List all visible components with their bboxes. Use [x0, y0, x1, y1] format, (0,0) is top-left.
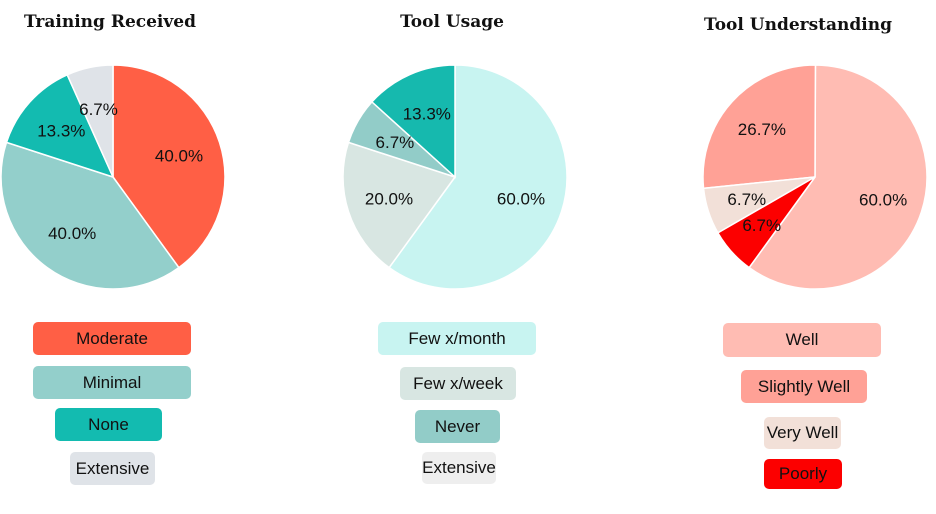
chart-title: Tool Usage	[400, 12, 504, 32]
pie-slice-none	[5, 73, 115, 179]
pie-chart-tool-usage: Tool Usage 60.0% 20.0% 6.7% 13.3%	[342, 12, 568, 290]
legend-item-slightly-well: Slightly Well	[741, 370, 867, 403]
pie-slice-well	[748, 64, 928, 290]
legend-item-moderate: Moderate	[33, 322, 191, 355]
pie-slice-slightly-well	[702, 64, 817, 190]
legend-item-never: Never	[415, 410, 500, 443]
legend-item-very-well: Very Well	[764, 417, 841, 449]
chart-title: Training Received	[24, 12, 196, 32]
legend-item-few-x-month: Few x/month	[378, 322, 536, 355]
slice-value-label: 6.7%	[742, 216, 781, 235]
slice-value-label: 60.0%	[497, 190, 545, 209]
pie-slice-minimal	[0, 141, 180, 290]
legend-item-minimal: Minimal	[33, 366, 191, 399]
pie-slice-moderate	[112, 64, 226, 269]
slice-value-label: 6.7%	[727, 190, 766, 209]
slice-value-label: 40.0%	[48, 224, 96, 243]
slice-value-label: 20.0%	[365, 190, 413, 209]
pie-slice-few-x-week	[342, 141, 457, 269]
slice-value-label: 13.3%	[403, 105, 451, 124]
pie-chart-tool-understanding: Tool Understanding 60.0% 26.7% 6.7% 6.7%	[702, 15, 928, 290]
legend-item-none: None	[55, 408, 162, 441]
pie-slice-extensive	[370, 64, 456, 179]
legend-item-few-x-week: Few x/week	[400, 367, 516, 400]
legend-item-extensive: Extensive	[70, 452, 155, 485]
slice-value-label: 6.7%	[79, 100, 118, 119]
legend-item-well: Well	[723, 323, 881, 357]
chart-title: Tool Understanding	[704, 15, 892, 35]
slice-value-label: 40.0%	[155, 147, 203, 166]
slice-value-label: 6.7%	[376, 133, 415, 152]
slice-value-label: 13.3%	[37, 122, 85, 141]
legend-item-poorly: Poorly	[764, 459, 842, 489]
slice-value-label: 60.0%	[859, 190, 907, 209]
pie-slice-few-x-month	[388, 64, 568, 290]
pie-chart-training-received: Training Received 40.0% 40.0% 13.3% 6.7%	[0, 12, 226, 290]
pie-slice-extensive	[66, 64, 114, 178]
legend-item-extensive: Extensive	[422, 452, 496, 484]
pie-slice-poorly	[716, 176, 816, 269]
slice-value-label: 26.7%	[738, 120, 786, 139]
